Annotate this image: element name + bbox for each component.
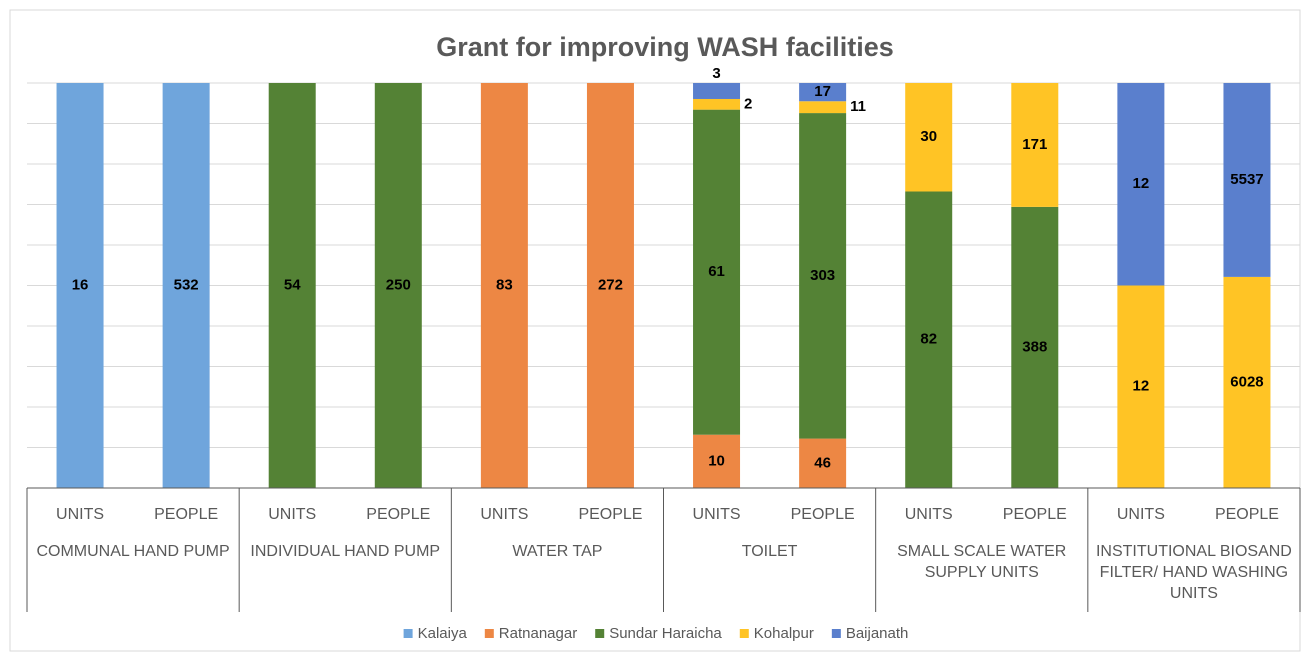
legend-label: Sundar Haraicha (609, 625, 722, 642)
data-label: 171 (1022, 136, 1047, 153)
bar-segment (693, 109, 741, 435)
bar-segment (1011, 206, 1059, 488)
group-label: COMMUNAL HAND PUMP (36, 543, 230, 560)
chart-border (9, 9, 1301, 652)
data-label: 16 (72, 276, 89, 293)
bar-segment (480, 83, 528, 488)
data-label: 10 (708, 452, 725, 469)
bar-segment (693, 434, 741, 488)
bar-segment (693, 83, 741, 99)
bar-segment (374, 83, 422, 488)
data-label: 12 (1133, 175, 1150, 192)
legend-label: Kalaiya (418, 625, 468, 642)
data-label: 303 (810, 267, 835, 284)
group-label: WATER TAP (512, 543, 603, 560)
data-label: 250 (386, 276, 411, 293)
data-label: 532 (174, 276, 199, 293)
data-label: 11 (850, 98, 866, 115)
legend-label: Baijanath (846, 625, 909, 642)
bar-segment (799, 438, 847, 488)
x-tick-label: PEOPLE (1003, 506, 1067, 523)
data-label: 2 (744, 95, 752, 112)
x-tick-label: UNITS (693, 506, 741, 523)
x-tick-label: PEOPLE (578, 506, 642, 523)
group-label: SMALL SCALE WATER SUPPLY UNITS (897, 543, 1067, 581)
x-tick-label: PEOPLE (791, 506, 855, 523)
data-label: 54 (284, 276, 301, 293)
data-label: 30 (920, 128, 937, 145)
data-label: 46 (814, 454, 831, 471)
group-label: INDIVIDUAL HAND PUMP (250, 543, 441, 560)
x-tick-label: UNITS (1117, 506, 1165, 523)
data-label: 12 (1133, 378, 1150, 395)
data-label: 388 (1022, 338, 1047, 355)
bar-segment (1117, 83, 1165, 286)
bar-segment (1117, 285, 1165, 488)
bar-segment (799, 101, 847, 114)
bar-segment (905, 191, 953, 488)
legend-swatch (403, 629, 413, 638)
group-label: INSTITUTIONAL BIOSAND FILTER/ HAND WASHI… (1095, 543, 1292, 602)
x-tick-label: UNITS (905, 506, 953, 523)
bar-segment (799, 113, 847, 439)
group-label: TOILET (741, 543, 798, 560)
bar-segment (162, 83, 210, 488)
bar-segment (693, 98, 741, 110)
legend-swatch (831, 629, 841, 638)
bar-segment (1223, 276, 1271, 488)
x-tick-label: UNITS (480, 506, 528, 523)
bar-segment (586, 83, 634, 488)
x-tick-label: PEOPLE (154, 506, 218, 523)
chart-title: Grant for improving WASH facilities (436, 32, 894, 62)
bar-segment (799, 83, 847, 102)
legend-label: Ratnanagar (499, 625, 577, 642)
bar-segment (905, 83, 953, 192)
data-label: 5537 (1230, 171, 1263, 188)
legend-label: Kohalpur (754, 625, 814, 642)
bar-segment (268, 83, 316, 488)
data-label: 3 (712, 65, 720, 82)
x-tick-label: PEOPLE (366, 506, 430, 523)
x-tick-label: UNITS (56, 506, 104, 523)
legend-swatch (739, 629, 749, 638)
x-tick-label: UNITS (268, 506, 316, 523)
data-label: 17 (814, 83, 831, 100)
legend-swatch (595, 629, 605, 638)
data-label: 272 (598, 276, 623, 293)
bar-segment (1011, 83, 1059, 207)
data-label: 83 (496, 276, 513, 293)
x-tick-label: PEOPLE (1215, 506, 1279, 523)
legend-swatch (484, 629, 494, 638)
data-label: 82 (920, 331, 937, 348)
data-label: 6028 (1230, 373, 1263, 390)
bar-segment (1223, 83, 1271, 277)
bar-segment (56, 83, 104, 488)
data-label: 61 (708, 263, 725, 280)
